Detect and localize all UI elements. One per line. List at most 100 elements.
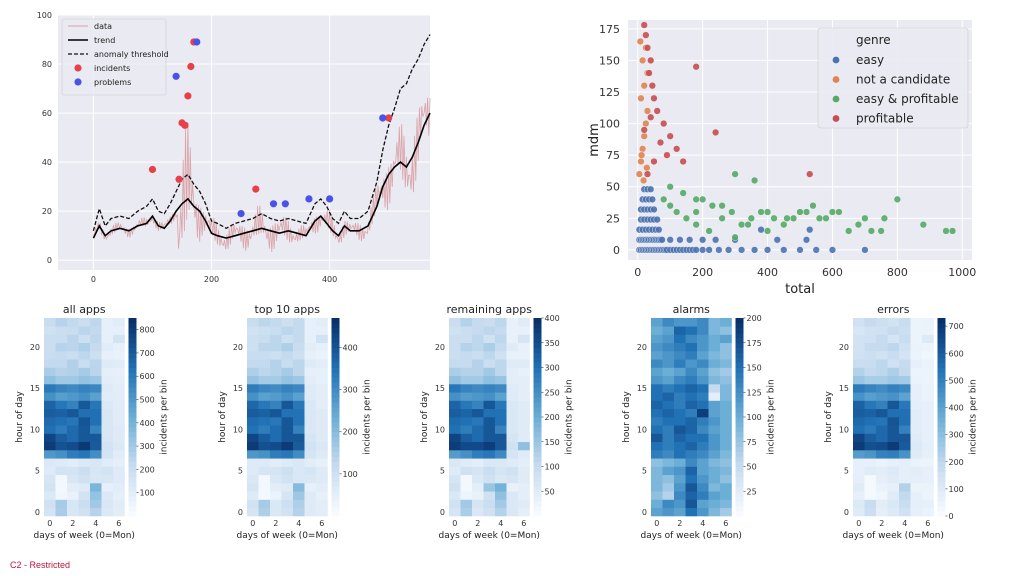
heatmap-cell	[281, 450, 294, 459]
heatmap-y-tick-label: 5	[238, 467, 243, 476]
colorbar-segment	[735, 431, 744, 438]
heatmap-cell	[674, 499, 686, 509]
heatmap-cell	[44, 375, 56, 385]
heatmap-cell	[495, 326, 507, 335]
ts-problem-point	[193, 38, 201, 46]
heatmap-cell	[708, 359, 721, 368]
heatmap-cell	[247, 491, 259, 500]
colorbar-segment	[128, 372, 137, 378]
heatmap-x-tick-label: 4	[700, 519, 705, 528]
sc-x-tick-label: 1000	[948, 266, 976, 279]
heatmap-cell	[674, 359, 686, 368]
heatmap-cell	[483, 458, 496, 467]
heatmap-cell	[495, 392, 507, 401]
heatmap-cell	[697, 458, 709, 467]
colorbar-segment	[128, 322, 137, 329]
colorbar-segment	[331, 426, 340, 433]
heatmap-cell	[460, 499, 473, 509]
colorbar-segment	[937, 337, 946, 344]
colorbar-tick-label: 400	[140, 419, 155, 428]
sc-x-axis-label: total	[785, 282, 815, 297]
heatmap-cell	[449, 499, 461, 509]
colorbar-segment	[128, 318, 137, 324]
heatmap-cell	[651, 425, 663, 434]
sc-point	[728, 208, 736, 216]
heatmap-cell	[101, 441, 114, 451]
heatmap-cell	[247, 334, 259, 344]
sc-point	[666, 202, 674, 210]
ts-incident-point	[385, 114, 393, 122]
heatmap-cell	[887, 392, 900, 401]
heatmap-cell	[270, 367, 282, 377]
heatmap-cell	[304, 384, 317, 393]
heatmap-cell	[853, 499, 865, 509]
colorbar-segment	[331, 446, 340, 453]
heatmap-cell	[495, 367, 507, 377]
colorbar-segment	[128, 352, 137, 358]
heatmap-cell	[853, 342, 865, 352]
heatmap-cell	[922, 408, 934, 418]
colorbar-segment	[937, 491, 946, 497]
heatmap-cell	[922, 417, 934, 426]
ts-legend-box	[61, 18, 167, 96]
heatmap-cell	[460, 326, 473, 335]
heatmap-cell	[247, 384, 259, 393]
heatmap-cell	[44, 491, 56, 500]
ts-legend-swatch-incidents	[74, 64, 82, 72]
heatmap-cell	[44, 367, 56, 377]
sc-point	[650, 157, 658, 166]
ts-problem-point	[269, 200, 278, 208]
heatmap-cell	[853, 318, 865, 327]
heatmap-cell	[720, 441, 732, 451]
colorbar-segment	[331, 496, 340, 502]
sc-point	[643, 44, 652, 52]
heatmap-cell	[113, 375, 125, 385]
heatmap-cell	[44, 318, 56, 327]
heatmap-cell	[55, 483, 68, 492]
heatmap-cell	[55, 441, 68, 451]
heatmap-cell	[113, 433, 125, 443]
heatmap-cell	[662, 400, 675, 410]
heatmap-cell	[922, 458, 934, 467]
heatmap-cell	[101, 367, 114, 377]
colorbar-tick-label: 800	[140, 326, 155, 335]
heatmap-cell	[853, 384, 865, 393]
heatmap-cell	[247, 433, 259, 443]
heatmap-cell	[258, 392, 271, 401]
heatmap-cell	[674, 417, 686, 426]
heatmap-cell	[864, 351, 877, 360]
colorbar-segment	[735, 491, 744, 497]
heatmap-cell	[483, 466, 496, 476]
heatmap-cell	[910, 375, 923, 385]
heatmap-cell	[899, 441, 911, 451]
heatmap-cell	[853, 474, 865, 484]
heatmap-cell	[90, 425, 102, 434]
sc-point	[699, 246, 707, 254]
colorbar-tick-label: 400	[949, 404, 964, 413]
heatmap-cell	[44, 507, 56, 517]
colorbar-segment	[735, 402, 744, 408]
heatmap-cell	[483, 491, 496, 500]
sc-legend-entry: not a candidate	[856, 73, 950, 87]
heatmap-cell	[899, 458, 911, 467]
heatmap-cell	[876, 359, 888, 368]
heatmap-cell	[316, 499, 328, 509]
sc-point	[919, 221, 927, 229]
heatmap-cell	[293, 318, 305, 327]
heatmap-cell	[674, 408, 686, 418]
heatmap-cell	[270, 326, 282, 335]
sc-point	[845, 227, 853, 235]
colorbar-segment	[533, 431, 542, 438]
heatmap-cell	[247, 499, 259, 509]
heatmap-cell	[697, 483, 709, 492]
heatmap-cell	[113, 384, 125, 393]
heatmap-cell	[270, 433, 282, 443]
heatmap-cell	[67, 425, 79, 434]
heatmap-cell	[662, 334, 675, 344]
heatmap-cell	[899, 408, 911, 418]
heatmap-cell	[258, 408, 271, 418]
heatmap-cell	[293, 342, 305, 352]
heatmap-cell	[720, 334, 732, 344]
heatmap-cell	[853, 417, 865, 426]
